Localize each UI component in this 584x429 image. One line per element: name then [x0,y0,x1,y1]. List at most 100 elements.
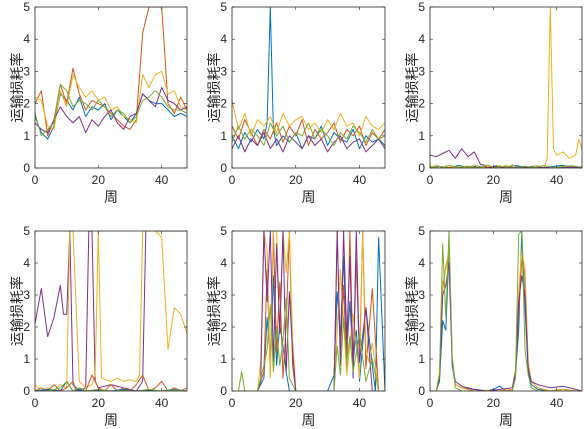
y-tick-label: 5 [23,0,30,14]
x-axis-label: 周 [499,413,513,429]
series-line-4 [430,262,582,391]
series-line-5 [430,231,582,391]
x-tick-label: 0 [427,173,434,187]
series-group [232,7,385,153]
series-line-4 [232,132,385,153]
x-axis-label: 周 [302,413,316,429]
y-tick-label: 4 [418,32,425,46]
series-line-4 [430,148,582,168]
series-line-5 [232,122,385,146]
y-tick-label: 4 [220,32,227,46]
y-tick-label: 2 [23,320,30,334]
series-line-4 [35,87,187,134]
y-tick-label: 3 [220,288,227,302]
series-group [430,7,582,168]
axes-frame [34,6,188,169]
y-tick-label: 3 [418,64,425,78]
series-line-4 [232,231,385,391]
y-tick-label: 4 [23,32,30,46]
subplot-1: 0 1 2 3 4 5 0 20 40 周 运输损耗率 [9,0,188,206]
y-tick-label: 5 [220,0,227,14]
series-line-1 [35,231,187,391]
x-axis-label: 周 [499,190,513,206]
y-tick-label: 2 [220,97,227,111]
y-tick-label: 2 [220,320,227,334]
axes-frame [429,230,583,392]
series-line-3 [430,7,582,168]
x-tick-label: 40 [353,396,367,410]
y-tick-label: 5 [220,224,227,238]
series-group [35,231,187,391]
x-tick-label: 0 [427,396,434,410]
y-axis-label: 运输损耗率 [9,276,26,346]
y-tick-label: 5 [23,224,30,238]
series-group [35,7,187,140]
x-tick-label: 40 [155,396,169,410]
axes-frame [429,6,583,169]
subplot-6: 0 1 2 3 4 5 0 20 40 周 运输损耗率 [404,224,583,429]
series-line-3 [35,374,187,391]
subplot-5: 0 1 2 3 4 5 0 20 40 周 运输损耗率 [206,224,386,429]
x-axis-label: 周 [104,413,118,429]
x-tick-label: 40 [353,173,367,187]
x-tick-label: 20 [92,173,106,187]
y-tick-label: 2 [23,97,30,111]
subplot-2: 0 1 2 3 4 5 0 20 40 周 运输损耗率 [206,0,386,206]
subplot-3: 0 1 2 3 4 5 0 20 40 周 运输损耗率 [404,0,583,206]
y-axis-label: 运输损耗率 [9,53,26,123]
series-line-2 [35,231,187,391]
y-tick-label: 2 [418,97,425,111]
x-axis-label: 周 [104,190,118,206]
series-group [232,231,385,391]
x-axis-label: 周 [302,190,316,206]
y-tick-label: 1 [220,352,227,366]
y-axis-label: 运输损耗率 [404,276,421,346]
x-tick-label: 20 [487,173,501,187]
x-tick-label: 40 [550,173,564,187]
y-tick-label: 4 [23,256,30,270]
y-axis-label: 运输损耗率 [206,276,223,346]
y-tick-label: 0 [23,384,30,398]
series-line-3 [430,249,582,391]
x-tick-label: 20 [289,173,303,187]
series-line-3 [232,231,385,391]
x-tick-label: 0 [229,396,236,410]
y-axis-label: 运输损耗率 [206,53,223,123]
y-tick-label: 3 [220,64,227,78]
y-tick-label: 0 [418,161,425,175]
subplot-4: 0 1 2 3 4 5 0 20 40 周 运输损耗率 [9,224,188,429]
x-tick-label: 0 [32,396,39,410]
y-tick-label: 1 [220,129,227,143]
axes-frame [231,230,386,392]
series-line-4 [35,380,187,391]
series-line-5 [35,83,187,137]
x-tick-label: 20 [92,396,106,410]
axes-frame [231,6,386,169]
y-tick-label: 1 [23,352,30,366]
y-tick-label: 0 [220,384,227,398]
y-tick-label: 0 [418,384,425,398]
y-tick-label: 1 [418,129,425,143]
series-line-5 [232,297,385,391]
x-tick-label: 0 [229,173,236,187]
y-tick-label: 3 [23,64,30,78]
series-line-1 [35,93,187,140]
y-tick-label: 1 [418,352,425,366]
series-group [430,231,582,391]
x-tick-label: 40 [550,396,564,410]
x-tick-label: 0 [32,173,39,187]
x-tick-label: 20 [289,396,303,410]
y-tick-label: 4 [220,256,227,270]
y-tick-label: 1 [23,129,30,143]
y-tick-label: 2 [418,320,425,334]
y-tick-label: 5 [418,0,425,14]
x-tick-label: 40 [155,173,169,187]
series-line-5 [35,380,187,391]
y-tick-label: 0 [220,161,227,175]
x-tick-label: 20 [487,396,501,410]
y-tick-label: 3 [418,288,425,302]
y-tick-label: 0 [23,161,30,175]
y-tick-label: 3 [23,288,30,302]
y-axis-label: 运输损耗率 [404,53,421,123]
